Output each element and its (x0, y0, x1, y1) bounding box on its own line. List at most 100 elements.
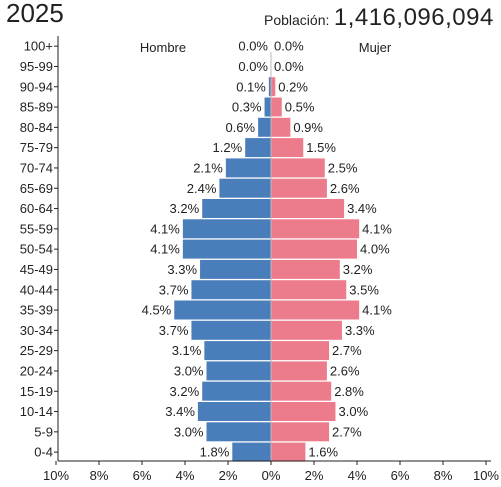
age-label: 65-69 (20, 181, 53, 196)
female-bar (271, 178, 327, 198)
age-label: 20-24 (20, 363, 53, 378)
age-label: 10-14 (20, 404, 53, 419)
bars-layer (174, 77, 360, 462)
male-bar (232, 442, 271, 462)
male-value-label: 0.3% (232, 100, 262, 115)
female-bar (271, 402, 336, 421)
male-bar (174, 300, 271, 320)
male-value-label: 4.5% (142, 303, 172, 318)
female-bar (271, 280, 347, 300)
female-bar (271, 442, 306, 462)
male-value-label: 3.2% (170, 201, 200, 216)
male-value-label: 3.7% (159, 282, 189, 297)
male-bar (204, 341, 271, 361)
male-bar (182, 219, 271, 239)
age-label: 50-54 (20, 242, 53, 257)
age-label: 85-89 (20, 100, 53, 115)
x-tick-label: 10% (43, 468, 69, 483)
female-value-label: 4.0% (360, 242, 390, 257)
female-bar (271, 219, 360, 239)
female-bar (271, 300, 360, 320)
female-value-label: 3.2% (343, 262, 373, 277)
value-labels-layer: 100+ 0.0% 0.0% 95-99 0.0% 0.0% 90-94 0.1% 0.2% 85… (20, 39, 392, 460)
age-label: 60-64 (20, 201, 53, 216)
female-bar (271, 77, 276, 97)
female-value-label: 2.5% (328, 160, 358, 175)
male-value-label: 2.4% (187, 181, 217, 196)
male-bar (258, 117, 271, 137)
female-value-label: 2.6% (330, 181, 360, 196)
male-value-label: 3.7% (159, 323, 189, 338)
x-tick-label: 10% (473, 468, 499, 483)
male-value-label: 0.0% (238, 39, 268, 54)
age-label: 55-59 (20, 221, 53, 236)
male-value-label: 4.1% (150, 242, 180, 257)
male-value-label: 3.0% (174, 424, 204, 439)
female-bar (271, 259, 340, 279)
age-label: 0-4 (34, 445, 53, 460)
female-value-label: 1.5% (306, 140, 336, 155)
population-readout: Población: 1,416,096,094 (264, 4, 494, 32)
female-bar (271, 138, 304, 158)
male-value-label: 2.1% (193, 160, 223, 175)
male-value-label: 1.8% (200, 445, 230, 460)
male-bar (245, 138, 271, 158)
female-bar (271, 97, 282, 117)
male-value-label: 4.1% (150, 221, 180, 236)
age-label: 95-99 (20, 59, 53, 74)
x-tick-label: 8% (434, 468, 453, 483)
male-bar (191, 320, 271, 340)
year-title: 2025 (6, 0, 64, 28)
female-value-label: 4.1% (362, 303, 392, 318)
female-value-label: 0.9% (293, 120, 323, 135)
female-value-label: 2.6% (330, 363, 360, 378)
male-bar (197, 402, 271, 421)
female-value-label: 2.7% (332, 343, 362, 358)
legend-male: Hombre (140, 40, 186, 55)
male-bar (219, 178, 271, 198)
age-label: 70-74 (20, 160, 53, 175)
age-label: 5-9 (34, 424, 53, 439)
female-bar (271, 320, 342, 340)
female-value-label: 0.0% (274, 39, 304, 54)
male-bar (191, 280, 271, 300)
age-label: 90-94 (20, 79, 53, 94)
male-bar (264, 97, 271, 117)
female-bar (271, 341, 330, 361)
age-label: 100+ (24, 39, 53, 54)
age-label: 30-34 (20, 323, 53, 338)
female-value-label: 0.5% (285, 100, 315, 115)
age-label: 45-49 (20, 262, 53, 277)
axis-layer: 10% 8% 6% 4% 2% 0% 2% 4% 6% 8% 10% (43, 36, 499, 483)
male-value-label: 0.6% (225, 120, 255, 135)
female-value-label: 2.7% (332, 424, 362, 439)
population-label: Población: (264, 12, 330, 28)
male-bar (202, 381, 271, 401)
age-label: 35-39 (20, 303, 53, 318)
male-bar (268, 77, 271, 97)
legend-female: Mujer (359, 40, 392, 55)
female-value-label: 2.8% (334, 384, 364, 399)
female-bar (271, 381, 332, 401)
female-bar (271, 117, 291, 137)
female-value-label: 1.6% (308, 445, 338, 460)
male-value-label: 3.4% (165, 404, 195, 419)
female-bar (271, 239, 357, 259)
male-bar (206, 422, 271, 442)
female-value-label: 3.5% (349, 282, 379, 297)
x-tick-label: 4% (176, 468, 195, 483)
female-bar (271, 158, 325, 178)
male-bar (206, 361, 271, 381)
female-value-label: 0.2% (278, 79, 308, 94)
male-value-label: 0.1% (236, 79, 266, 94)
male-bar (200, 259, 271, 279)
population-value: 1,416,096,094 (333, 4, 494, 31)
x-tick-label: 8% (90, 468, 109, 483)
male-value-label: 0.0% (238, 59, 268, 74)
male-value-label: 3.2% (170, 384, 200, 399)
x-tick-label: 0% (262, 468, 281, 483)
age-label: 25-29 (20, 343, 53, 358)
female-bar (271, 422, 330, 442)
female-bar (271, 361, 327, 381)
